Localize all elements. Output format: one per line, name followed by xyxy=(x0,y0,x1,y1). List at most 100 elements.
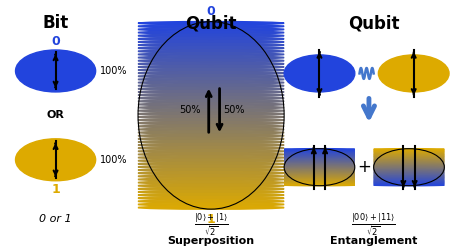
Ellipse shape xyxy=(284,180,355,181)
Ellipse shape xyxy=(138,96,284,100)
Ellipse shape xyxy=(284,155,355,156)
Ellipse shape xyxy=(284,176,355,177)
Ellipse shape xyxy=(374,178,444,180)
Ellipse shape xyxy=(138,200,284,203)
Ellipse shape xyxy=(374,149,444,150)
Ellipse shape xyxy=(138,81,284,84)
Ellipse shape xyxy=(374,164,444,165)
Text: 1: 1 xyxy=(51,183,60,196)
Text: 1: 1 xyxy=(207,213,216,226)
Ellipse shape xyxy=(374,155,444,156)
Ellipse shape xyxy=(138,90,284,94)
Ellipse shape xyxy=(284,162,355,164)
Ellipse shape xyxy=(374,181,444,182)
Ellipse shape xyxy=(138,150,284,153)
Text: +: + xyxy=(357,158,371,176)
Ellipse shape xyxy=(284,149,355,150)
Ellipse shape xyxy=(138,109,284,112)
Ellipse shape xyxy=(374,172,444,174)
Ellipse shape xyxy=(374,173,444,174)
Ellipse shape xyxy=(284,151,355,152)
Ellipse shape xyxy=(138,68,284,72)
Ellipse shape xyxy=(138,115,284,118)
Ellipse shape xyxy=(138,144,284,147)
Ellipse shape xyxy=(374,174,444,176)
Ellipse shape xyxy=(138,181,284,184)
Ellipse shape xyxy=(138,187,284,190)
Ellipse shape xyxy=(284,184,355,186)
Ellipse shape xyxy=(284,152,355,154)
Ellipse shape xyxy=(374,165,444,166)
Ellipse shape xyxy=(138,59,284,62)
Ellipse shape xyxy=(284,173,355,174)
Ellipse shape xyxy=(284,150,355,151)
Circle shape xyxy=(16,139,96,181)
Ellipse shape xyxy=(138,75,284,78)
Ellipse shape xyxy=(284,154,355,155)
Ellipse shape xyxy=(138,134,284,137)
Text: Qubit: Qubit xyxy=(348,14,400,32)
Ellipse shape xyxy=(138,162,284,166)
Ellipse shape xyxy=(138,53,284,56)
Ellipse shape xyxy=(138,184,284,187)
Ellipse shape xyxy=(374,166,444,167)
Ellipse shape xyxy=(138,106,284,109)
Ellipse shape xyxy=(374,157,444,158)
Text: $\frac{|0\rangle+|1\rangle}{\sqrt{2}}$: $\frac{|0\rangle+|1\rangle}{\sqrt{2}}$ xyxy=(194,212,228,238)
Ellipse shape xyxy=(138,137,284,140)
Text: 100%: 100% xyxy=(100,66,128,76)
Ellipse shape xyxy=(138,140,284,143)
Ellipse shape xyxy=(374,161,444,162)
Ellipse shape xyxy=(374,183,444,184)
Ellipse shape xyxy=(138,153,284,156)
Ellipse shape xyxy=(374,180,444,181)
Ellipse shape xyxy=(138,122,284,125)
Ellipse shape xyxy=(138,65,284,68)
Ellipse shape xyxy=(138,112,284,116)
Ellipse shape xyxy=(138,128,284,131)
Ellipse shape xyxy=(284,165,355,166)
Ellipse shape xyxy=(138,25,284,28)
Ellipse shape xyxy=(374,167,444,168)
Circle shape xyxy=(16,50,96,92)
Circle shape xyxy=(378,55,449,92)
Ellipse shape xyxy=(138,22,284,25)
Ellipse shape xyxy=(138,100,284,103)
Ellipse shape xyxy=(138,62,284,66)
Ellipse shape xyxy=(138,46,284,50)
Ellipse shape xyxy=(138,34,284,37)
Ellipse shape xyxy=(284,181,355,182)
Ellipse shape xyxy=(374,162,444,164)
Ellipse shape xyxy=(138,165,284,168)
Text: Qubit: Qubit xyxy=(185,14,237,32)
Ellipse shape xyxy=(284,170,355,171)
Ellipse shape xyxy=(138,206,284,209)
Ellipse shape xyxy=(138,84,284,87)
Ellipse shape xyxy=(374,152,444,154)
Ellipse shape xyxy=(138,196,284,200)
Ellipse shape xyxy=(138,40,284,43)
Ellipse shape xyxy=(138,72,284,75)
Ellipse shape xyxy=(284,178,355,180)
Ellipse shape xyxy=(284,156,355,157)
Ellipse shape xyxy=(284,168,355,170)
Text: 50%: 50% xyxy=(179,106,201,116)
Ellipse shape xyxy=(138,118,284,122)
Ellipse shape xyxy=(138,37,284,40)
Ellipse shape xyxy=(138,125,284,128)
Text: OR: OR xyxy=(46,110,64,120)
Ellipse shape xyxy=(138,131,284,134)
Ellipse shape xyxy=(138,28,284,31)
Ellipse shape xyxy=(374,177,444,178)
Text: 100%: 100% xyxy=(100,155,128,165)
Ellipse shape xyxy=(138,78,284,81)
Ellipse shape xyxy=(374,154,444,155)
Ellipse shape xyxy=(284,177,355,178)
Ellipse shape xyxy=(138,31,284,34)
Ellipse shape xyxy=(138,50,284,53)
Circle shape xyxy=(284,55,355,92)
Ellipse shape xyxy=(138,146,284,150)
Ellipse shape xyxy=(138,56,284,59)
Ellipse shape xyxy=(138,203,284,206)
Ellipse shape xyxy=(138,103,284,106)
